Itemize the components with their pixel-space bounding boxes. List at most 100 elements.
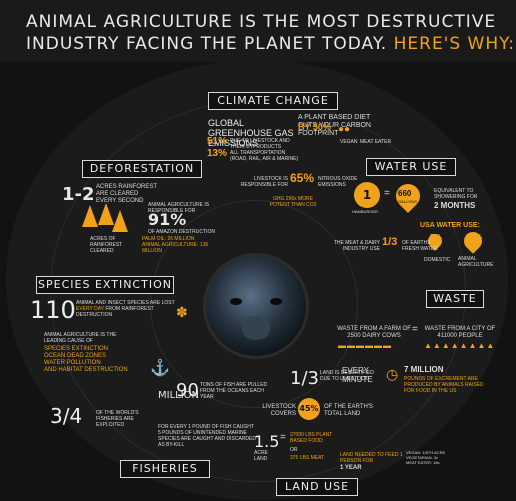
fish-million: MILLION [158, 390, 200, 401]
farm-waste-text: WASTE FROM A FARM OF 2500 DAIRY COWS [337, 326, 411, 339]
species-every-day: EVERY DAY [76, 306, 104, 312]
fisheries-title: FISHERIES [120, 460, 210, 478]
headline-line-2-text: INDUSTRY FACING THE PLANET TODAY. [26, 34, 388, 54]
excrement-million: 7 MILLION [404, 365, 444, 374]
hamburger-label: HAMBURGER [352, 209, 379, 214]
hamburger-badge: 1 [354, 182, 380, 208]
waste-equals: = [412, 324, 418, 335]
nox-a: LIVESTOCK IS [253, 176, 288, 182]
people-icons: ▲▲▲▲▲▲▲▲ [424, 341, 496, 350]
species-count-b: FROM RAINFOREST DESTRUCTION [76, 306, 154, 318]
land-third: 1/3 [290, 368, 319, 389]
cow-eye-right [270, 298, 282, 305]
plant-lbs: 37000 LBS PLANT BASED FOOD [290, 432, 333, 444]
equals-sign: = [384, 188, 390, 199]
headline-accent: HERE'S WHY: [393, 34, 516, 54]
pct51-text: DUE TO LIVESTOCK AND THEIR BYPRODUCTS [230, 138, 290, 150]
land-third-text: LAND IS DESERTIFIED DUE TO LIVESTOCK [320, 370, 374, 382]
meat-dairy-text: THE MEAT & DAIRY INDUSTRY USE [333, 240, 380, 252]
palm-oil: PALM OIL: 26 MILLION [142, 236, 195, 242]
fish-tons: 90 [176, 380, 199, 401]
land-pct-text: OF THE EARTH'S TOTAL LAND [324, 404, 373, 417]
header: ANIMAL AGRICULTURE IS THE MOST DESTRUCTI… [0, 0, 516, 62]
land-equals: = [280, 432, 286, 443]
bug-icon: ✽ [176, 304, 188, 320]
nox-text-a: LIVESTOCK IS RESPONSIBLE FOR [218, 176, 288, 188]
fisheries-fraction: 3/4 [50, 404, 83, 428]
species-extinction-title: SPECIES EXTINCTION [36, 276, 174, 294]
headline-line-2: INDUSTRY FACING THE PLANET TODAY. HERE'S… [26, 34, 515, 54]
land-or: OR [290, 447, 298, 453]
gallons-value: 660 [398, 189, 412, 198]
climate-change-title: CLIMATE CHANGE [208, 92, 338, 110]
deforestation-rate: 1-2 [62, 184, 95, 205]
land-meat-eater: MEAT EATER: 18x [406, 460, 440, 465]
city-waste-text: WASTE FROM A CITY OF 411000 PEOPLE [424, 326, 496, 339]
vegan-label: VEGAN [340, 139, 358, 145]
fish-tons-text: TONS OF FISH ARE PULLED FROM THE OCEANS … [200, 382, 268, 400]
agriculture-pct: 55% [466, 233, 483, 242]
animal-ag-acres: ANIMAL AGRICULTURE: 136 MILLION [142, 242, 209, 254]
species-count-text: ANIMAL AND INSECT SPECIES ARE LOST EVERY… [76, 300, 176, 318]
freshwater-fraction: 1/3 [382, 236, 398, 248]
leading-cause-text: ANIMAL AGRICULTURE IS THE LEADING CAUSE … [44, 332, 117, 344]
land-acre-label: ACRE LAND [254, 450, 268, 462]
freshwater-text: OF EARTHS FRESH WATER [402, 240, 438, 252]
acres-label: ACRES OF RAINFOREST CLEARED [90, 236, 123, 254]
ghg-label: GLOBAL GREENHOUSE GAS EMISSIONS [208, 118, 294, 148]
pct13: 13% [207, 148, 228, 159]
shower-equivalent: EQUIVALENT TO SHOWERING FOR [434, 188, 478, 200]
land-needed: LAND NEEDED TO FEED 1 PERSON FOR [340, 452, 403, 464]
cow-muzzle [242, 316, 270, 340]
deforestation-title: DEFORESTATION [82, 160, 202, 178]
waste-title: WASTE [426, 290, 484, 308]
leading-causes-list: SPECIES EXTINCTION OCEAN DEAD ZONES WATE… [44, 346, 109, 366]
excrement-text: POUNDS OF EXCREMENT ARE PRODUCED BY ANIM… [404, 376, 484, 394]
water-use-title: WATER USE [366, 158, 456, 176]
land-use-title: LAND USE [276, 478, 358, 496]
tree-icon-1 [82, 205, 98, 227]
habitat-text: AND HABITAT DESTRUCTION [44, 367, 128, 373]
amazon-pct: 91% [148, 210, 187, 229]
land-covers: LIVESTOCK COVERS [262, 404, 296, 417]
land-vegan: VEGAN: 1/6TH ACRE [406, 450, 446, 455]
domestic-pct: 5% [430, 233, 442, 242]
every-minute: EVERY MINUTE [342, 366, 373, 384]
pct13-text: ALL TRANSPORTATION (ROAD, RAIL, AIR & MA… [230, 150, 299, 162]
land-acre: 1.5 [254, 432, 280, 451]
deforestation-rate-text: ACRES RAINFOREST ARE CLEARED EVERY SECON… [96, 184, 157, 204]
cow-eye-left [230, 298, 242, 305]
species-count: 110 [30, 296, 76, 324]
meat-eater-label: MEAT EATER [360, 139, 392, 145]
pct51: 51% [207, 136, 228, 147]
footprint-icon: ●● [338, 124, 351, 135]
amazon-pct-text: OF AMAZON DESTRUCTION [148, 229, 215, 235]
fisherman-icon: ⚓ [150, 360, 170, 377]
amazon-ag-text: ANIMAL AGRICULTURE IS RESPONSIBLE FOR [148, 202, 210, 214]
usa-water-label: USA WATER USE: [420, 222, 480, 229]
gallons-label: GALLONS [398, 199, 417, 204]
domestic-label: DOMESTIC [424, 257, 451, 263]
land-pct-badge: 45% [298, 398, 320, 420]
land-vegetarian: VEGETARIAN: 3x [406, 455, 438, 460]
nox-b: RESPONSIBLE FOR [240, 182, 288, 188]
gwp-text: GHG 296x MORE POTENT THAN CO2 [269, 196, 317, 208]
species-count-a: ANIMAL AND INSECT SPECIES ARE LOST [76, 300, 175, 306]
shower-months: 2 MONTHS [434, 201, 476, 210]
center-ring [150, 200, 358, 408]
tree-icon-2 [98, 203, 114, 225]
agriculture-label: ANIMAL AGRICULTURE [458, 256, 494, 268]
tree-icon-3 [112, 210, 128, 232]
nox-pct: 65% [290, 171, 315, 185]
land-diet-breakdown: VEGAN: 1/6TH ACRE VEGETARIAN: 3x MEAT EA… [406, 450, 456, 465]
bycatch-text: FOR EVERY 1 POUND OF FISH CAUGHT 5 POUND… [158, 424, 256, 448]
meat-lbs: 375 LBS MEAT [290, 455, 325, 461]
cow-face-image [203, 253, 309, 359]
land-year: 1 YEAR [340, 465, 362, 471]
headline-line-1: ANIMAL AGRICULTURE IS THE MOST DESTRUCTI… [26, 12, 497, 32]
clock-icon: ◷ [386, 366, 399, 382]
nox-text-c: NITROUS OXIDE EMISSIONS [318, 176, 358, 188]
cow-icons: ▬▬▬▬▬▬ [338, 341, 392, 350]
fisheries-fraction-text: OF THE WORLD'S FISHERIES ARE EXPLOITED [96, 410, 139, 428]
